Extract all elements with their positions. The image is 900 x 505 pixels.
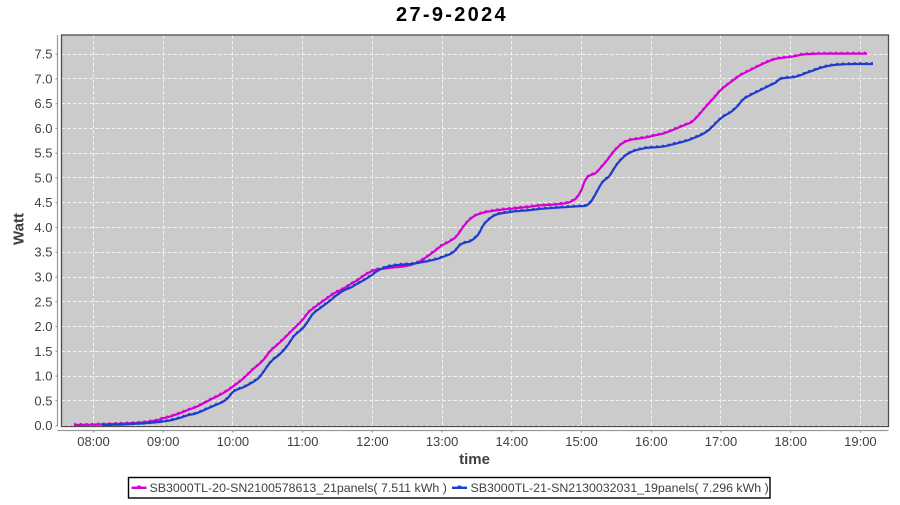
svg-text:0.5: 0.5 xyxy=(34,393,52,408)
svg-text:SB3000TL-20-SN2100578613_21pan: SB3000TL-20-SN2100578613_21panels( 7.511… xyxy=(150,481,447,495)
svg-text:13:00: 13:00 xyxy=(426,434,459,449)
svg-text:09:00: 09:00 xyxy=(147,434,180,449)
svg-text:4.0: 4.0 xyxy=(34,220,52,235)
svg-text:11:00: 11:00 xyxy=(287,434,319,449)
svg-text:2.5: 2.5 xyxy=(34,294,52,309)
svg-text:27-9-2024: 27-9-2024 xyxy=(396,4,508,26)
svg-text:1.5: 1.5 xyxy=(34,344,52,359)
svg-text:time: time xyxy=(459,451,490,468)
svg-text:18:00: 18:00 xyxy=(774,434,807,449)
svg-text:SB3000TL-21-SN2130032031_19pan: SB3000TL-21-SN2130032031_19panels( 7.296… xyxy=(471,481,769,495)
svg-text:3.0: 3.0 xyxy=(34,270,52,285)
svg-text:3.5: 3.5 xyxy=(34,245,52,260)
svg-text:10:00: 10:00 xyxy=(217,434,250,449)
svg-text:15:00: 15:00 xyxy=(565,434,598,449)
svg-text:5.5: 5.5 xyxy=(34,146,52,161)
svg-text:08:00: 08:00 xyxy=(77,434,110,449)
svg-text:14:00: 14:00 xyxy=(496,434,529,449)
svg-text:0.0: 0.0 xyxy=(34,418,52,433)
svg-text:4.5: 4.5 xyxy=(34,195,52,210)
svg-text:7.0: 7.0 xyxy=(34,71,52,86)
svg-text:7.5: 7.5 xyxy=(34,47,52,62)
svg-text:Watt: Watt xyxy=(11,213,28,245)
svg-text:6.5: 6.5 xyxy=(34,96,52,111)
svg-text:6.0: 6.0 xyxy=(34,121,52,136)
svg-text:12:00: 12:00 xyxy=(356,434,389,449)
svg-text:19:00: 19:00 xyxy=(844,434,877,449)
svg-text:5.0: 5.0 xyxy=(34,171,52,186)
svg-text:17:00: 17:00 xyxy=(705,434,738,449)
svg-text:16:00: 16:00 xyxy=(635,434,668,449)
svg-text:1.0: 1.0 xyxy=(34,369,52,384)
svg-text:2.0: 2.0 xyxy=(34,319,52,334)
